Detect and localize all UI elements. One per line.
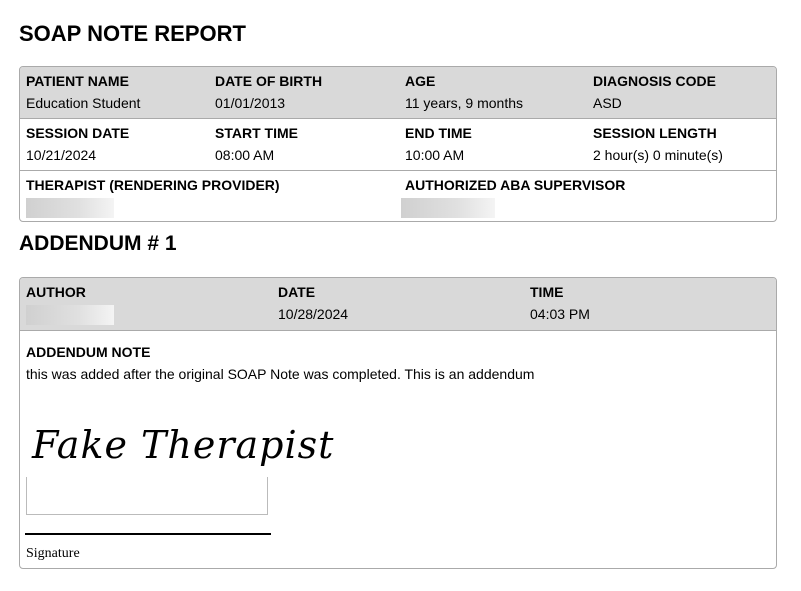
value: 10/28/2024 <box>278 306 349 322</box>
label: DIAGNOSIS CODE <box>593 73 716 89</box>
signature-label: Signature <box>26 546 80 561</box>
note-text: this was added after the original SOAP N… <box>26 366 535 382</box>
signature-line <box>25 533 271 535</box>
provider-row: THERAPIST (RENDERING PROVIDER) AUTHORIZE… <box>20 171 776 221</box>
supervisor-cell: AUTHORIZED ABA SUPERVISOR <box>401 177 626 218</box>
redacted-name <box>26 305 114 325</box>
session-date-cell: SESSION DATE 10/21/2024 <box>26 125 129 164</box>
label: TIME <box>530 284 564 300</box>
session-length-cell: SESSION LENGTH 2 hour(s) 0 minute(s) <box>593 125 723 164</box>
label: PATIENT NAME <box>26 73 129 89</box>
value: 04:03 PM <box>530 306 590 322</box>
value: Education Student <box>26 95 141 111</box>
redacted-name <box>401 198 495 218</box>
start-time-cell: START TIME 08:00 AM <box>215 125 298 164</box>
label: AGE <box>405 73 436 89</box>
value: 10/21/2024 <box>26 147 97 163</box>
value: 2 hour(s) 0 minute(s) <box>593 147 723 163</box>
addendum-meta-row: AUTHOR DATE 10/28/2024 TIME 04:03 PM <box>20 278 776 331</box>
value: ASD <box>593 95 622 111</box>
value: 10:00 AM <box>405 147 465 163</box>
label: DATE <box>278 284 316 300</box>
addendum-table: AUTHOR DATE 10/28/2024 TIME 04:03 PM ADDEN… <box>19 277 777 569</box>
dob-cell: DATE OF BIRTH 01/01/2013 <box>215 73 322 112</box>
redacted-name <box>26 198 114 218</box>
time-cell: TIME 04:03 PM <box>530 284 590 323</box>
session-row: SESSION DATE 10/21/2024 START TIME 08:00 A… <box>20 119 776 171</box>
value: 01/01/2013 <box>215 95 286 111</box>
diagnosis-cell: DIAGNOSIS CODE ASD <box>593 73 716 112</box>
label: THERAPIST (RENDERING PROVIDER) <box>26 177 280 193</box>
label: SESSION LENGTH <box>593 125 717 141</box>
label: SESSION DATE <box>26 125 130 141</box>
page-title: SOAP NOTE REPORT <box>19 21 246 46</box>
label: AUTHOR <box>26 284 86 300</box>
signature-image: Fake Therapist <box>32 423 335 467</box>
addendum-note-row: ADDENDUM NOTE this was added after the o… <box>20 331 776 568</box>
end-time-cell: END TIME 10:00 AM <box>405 125 472 164</box>
value: 08:00 AM <box>215 147 275 163</box>
label: AUTHORIZED ABA SUPERVISOR <box>405 177 626 193</box>
patient-row: PATIENT NAME Education Student DATE OF BI… <box>20 67 776 119</box>
addendum-title: ADDENDUM # 1 <box>19 232 177 255</box>
session-info-table: PATIENT NAME Education Student DATE OF BI… <box>19 66 777 222</box>
label: END TIME <box>405 125 472 141</box>
value: 11 years, 9 months <box>405 95 524 111</box>
signature-frame <box>26 477 268 515</box>
therapist-cell: THERAPIST (RENDERING PROVIDER) <box>26 177 280 218</box>
age-cell: AGE 11 years, 9 months <box>405 73 523 112</box>
patient-name-cell: PATIENT NAME Education Student <box>26 73 140 112</box>
date-cell: DATE 10/28/2024 <box>278 284 348 323</box>
label: DATE OF BIRTH <box>215 73 323 89</box>
label: START TIME <box>215 125 298 141</box>
note-label: ADDENDUM NOTE <box>26 344 151 360</box>
author-cell: AUTHOR <box>26 284 114 325</box>
